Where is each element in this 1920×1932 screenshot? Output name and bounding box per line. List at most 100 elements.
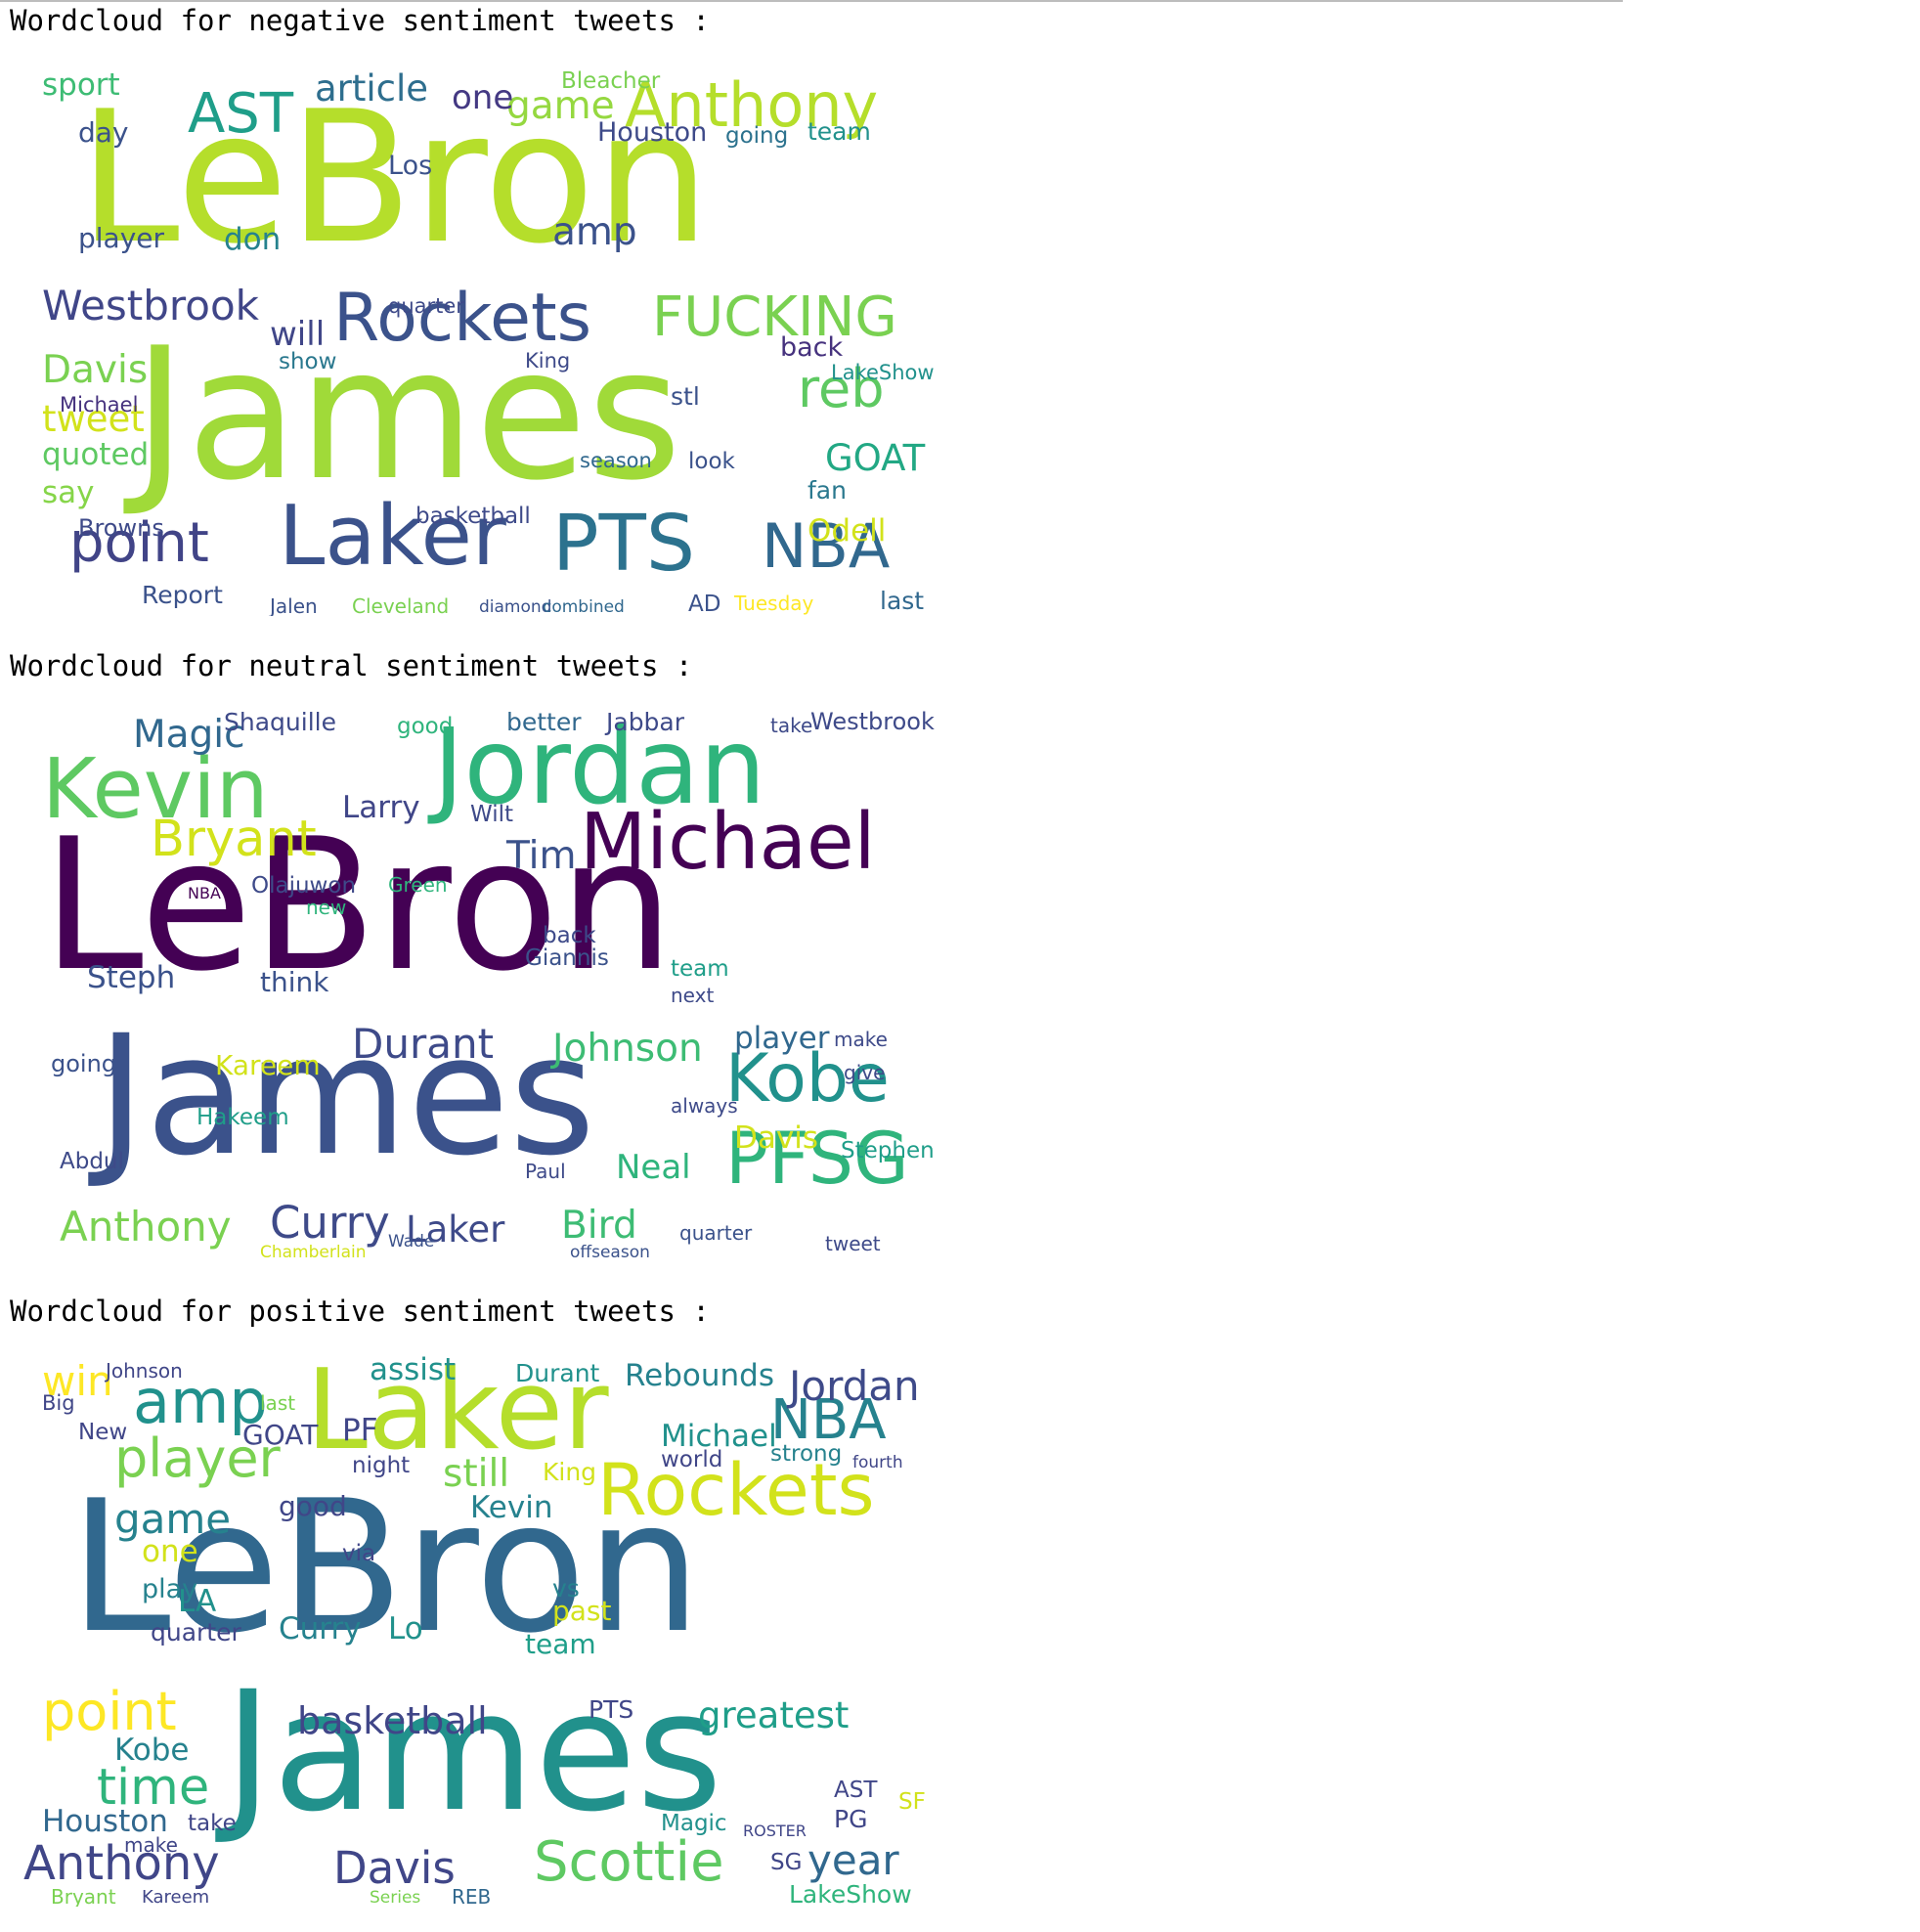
wordcloud-word: basketball <box>297 1699 488 1742</box>
positive-heading: Wordcloud for positive sentiment tweets … <box>10 1295 710 1328</box>
wordcloud-word: Magic <box>661 1811 727 1836</box>
wordcloud-word: AST <box>834 1778 878 1803</box>
wordcloud-word: Jalen <box>270 594 318 616</box>
wordcloud-word: New <box>78 1420 128 1445</box>
wordcloud-word: team <box>671 956 729 982</box>
wordcloud-word: PTS <box>552 499 696 589</box>
wordcloud-word: good <box>279 1490 347 1522</box>
wordcloud-word: Durant <box>352 1020 495 1068</box>
wordcloud-word: Steph <box>87 960 176 995</box>
wordcloud-word: strong <box>770 1441 843 1467</box>
wordcloud-word: think <box>260 966 329 998</box>
wordcloud-word: quarter <box>679 1221 753 1245</box>
wordcloud-word: game <box>114 1495 232 1543</box>
wordcloud-word: Bryant <box>151 811 317 868</box>
wordcloud-word: Kareem <box>215 1049 321 1081</box>
wordcloud-word: day <box>78 116 129 149</box>
wordcloud-word: going <box>51 1050 117 1077</box>
wordcloud-word: vs <box>552 1574 580 1603</box>
wordcloud-word: Davis <box>42 348 149 392</box>
wordcloud-word: look <box>688 449 735 474</box>
negative-heading: Wordcloud for negative sentiment tweets … <box>10 4 710 37</box>
wordcloud-word: give <box>844 1061 886 1084</box>
wordcloud-word: offseason <box>570 1243 650 1261</box>
wordcloud-word: tweet <box>825 1232 881 1255</box>
wordcloud-word: Michael <box>580 797 876 887</box>
wordcloud-word: SF <box>898 1789 926 1815</box>
negative-wordcloud-image: LeBron James Rockets FUCKING Anthony Laker PTS… <box>23 65 935 616</box>
wordcloud-word: Tim <box>506 834 577 878</box>
wordcloud-word: show <box>279 349 337 374</box>
wordcloud-word: Lo <box>388 1611 423 1647</box>
wordcloud-word: stl <box>671 382 700 411</box>
wordcloud-word: PFSG <box>725 1118 909 1201</box>
wordcloud-word: world <box>661 1447 723 1472</box>
wordcloud-word: tweet <box>42 398 145 440</box>
wordcloud-word: Giannis <box>525 945 609 971</box>
wordcloud-word: Westbrook <box>810 710 935 735</box>
wordcloud-word: diamond <box>479 597 552 616</box>
wordcloud-word: last <box>260 1391 296 1415</box>
wordcloud-word: King <box>543 1458 597 1486</box>
wordcloud-word: Jordan <box>789 1362 920 1410</box>
wordcloud-word: one <box>142 1534 198 1569</box>
wordcloud-word: combined <box>543 597 625 616</box>
wordcloud-word: Jabbar <box>606 710 685 736</box>
wordcloud-word: season <box>580 449 652 472</box>
wordcloud-word: Series <box>370 1888 421 1907</box>
wordcloud-word: Davis <box>734 1120 818 1156</box>
wordcloud-word: year <box>807 1836 899 1884</box>
wordcloud-word: FUCKING <box>652 285 897 349</box>
wordcloud-word: don <box>224 222 282 257</box>
wordcloud-word: GOAT <box>242 1419 319 1451</box>
wordcloud-word: GOAT <box>825 437 926 479</box>
wordcloud-word: quarter <box>388 294 464 318</box>
wordcloud-word: new <box>306 896 347 919</box>
wordcloud-word: play <box>142 1574 198 1604</box>
wordcloud-word: via <box>342 1541 376 1566</box>
wordcloud-word: Curry <box>270 1197 390 1249</box>
wordcloud-word: make <box>834 1028 888 1051</box>
wordcloud-word: Paul <box>525 1160 566 1183</box>
wordcloud-word: take <box>188 1811 237 1836</box>
wordcloud-word: player <box>114 1427 281 1489</box>
wordcloud-word: LakeShow <box>831 361 935 384</box>
wordcloud-word: going <box>725 123 789 149</box>
wordcloud-word: Kevin <box>42 741 269 838</box>
wordcloud-word: Wilt <box>470 802 514 827</box>
wordcloud-word: PG <box>834 1805 868 1833</box>
wordcloud-word: amp <box>552 210 637 254</box>
wordcloud-word: Curry <box>279 1611 362 1647</box>
neutral-wordcloud-image: LeBron James Jordan Kevin Michael Kobe PFSG Bry… <box>23 710 935 1261</box>
wordcloud-word: player <box>78 222 165 254</box>
wordcloud-word: Browns <box>78 514 164 542</box>
wordcloud-word: sport <box>42 67 120 103</box>
wordcloud-word: quarter <box>151 1618 241 1647</box>
wordcloud-word: Laker <box>279 488 506 585</box>
wordcloud-word: Johnson <box>106 1359 183 1383</box>
wordcloud-word: Neal <box>616 1148 691 1187</box>
wordcloud-word: Anthony <box>23 1836 220 1891</box>
neutral-heading: Wordcloud for neutral sentiment tweets : <box>10 649 693 682</box>
wordcloud-word: Kobe <box>725 1040 890 1118</box>
wordcloud-word: win <box>42 1357 113 1405</box>
wordcloud-word: PTS <box>589 1695 634 1724</box>
wordcloud-word: Tuesday <box>734 592 814 615</box>
wordcloud-word: LakeShow <box>789 1880 912 1907</box>
wordcloud-word: night <box>352 1453 411 1478</box>
wordcloud-word: Westbrook <box>42 282 259 329</box>
wordcloud-word: game <box>506 84 615 128</box>
wordcloud-word: Bird <box>561 1204 637 1248</box>
wordcloud-word: Rockets <box>333 280 592 357</box>
wordcloud-word: better <box>506 710 582 736</box>
wordcloud-word: Anthony <box>60 1203 232 1251</box>
wordcloud-word: Big <box>42 1391 75 1415</box>
wordcloud-word: James <box>224 1655 723 1848</box>
wordcloud-word: ROSTER <box>743 1822 807 1840</box>
wordcloud-word: greatest <box>698 1694 850 1736</box>
wordcloud-word: assist <box>370 1355 457 1387</box>
wordcloud-word: still <box>443 1452 510 1496</box>
wordcloud-word: point <box>69 511 209 575</box>
wordcloud-word: Kevin <box>470 1490 553 1525</box>
wordcloud-word: AST <box>188 82 294 146</box>
